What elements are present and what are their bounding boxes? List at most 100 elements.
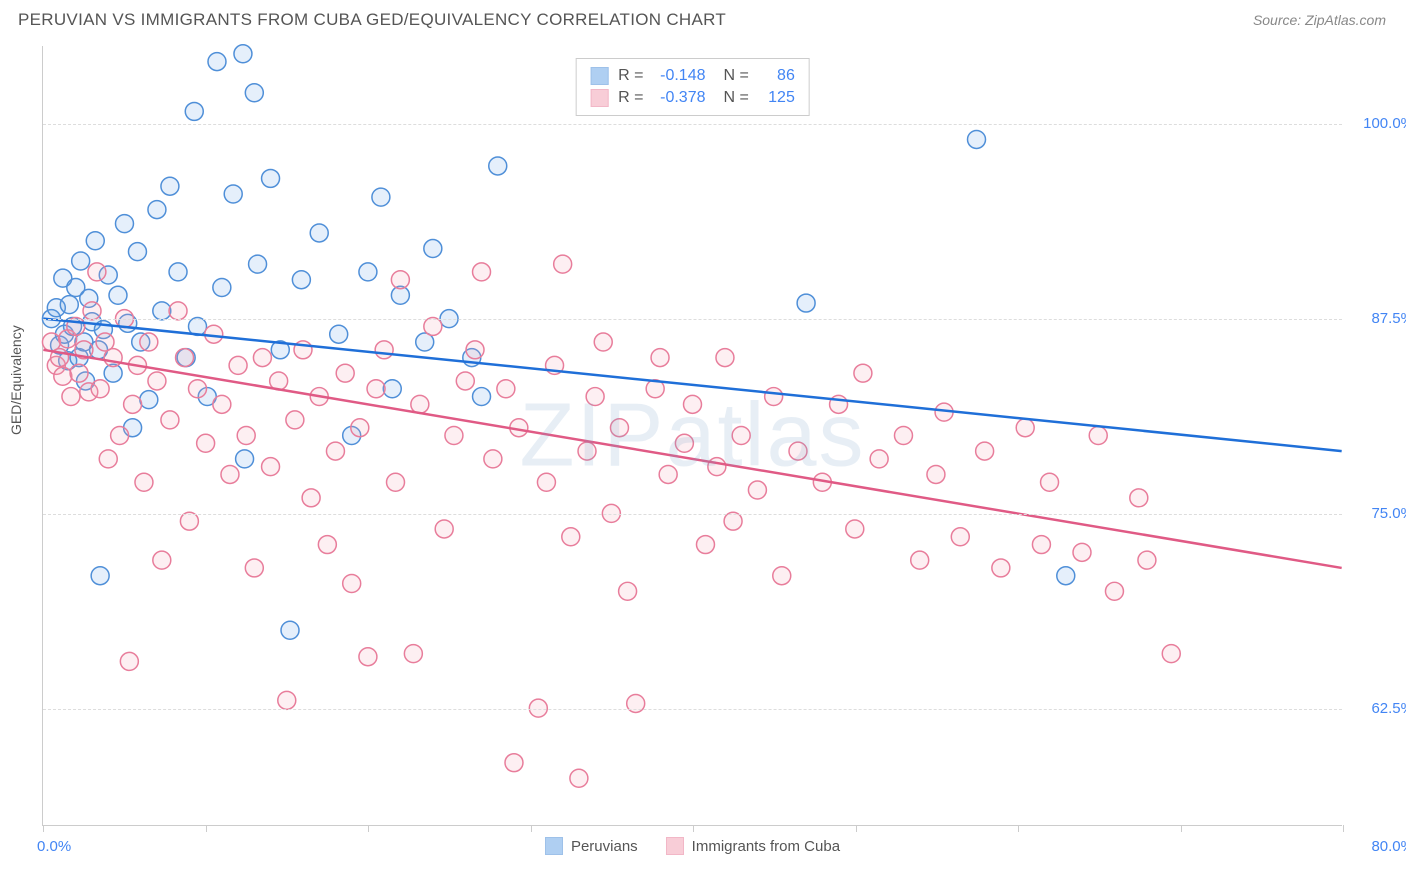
data-point <box>976 442 994 460</box>
data-point <box>189 380 207 398</box>
y-axis-label: GED/Equivalency <box>8 325 24 435</box>
data-point <box>1016 419 1034 437</box>
data-point <box>473 263 491 281</box>
data-point <box>1138 551 1156 569</box>
x-tick <box>368 825 369 832</box>
chart-title: PERUVIAN VS IMMIGRANTS FROM CUBA GED/EQU… <box>18 10 726 30</box>
data-point <box>1105 582 1123 600</box>
data-point <box>894 427 912 445</box>
data-point <box>708 458 726 476</box>
data-point <box>153 551 171 569</box>
data-point <box>111 427 129 445</box>
data-point <box>229 356 247 374</box>
data-point <box>72 252 90 270</box>
data-point <box>262 169 280 187</box>
n-label: N = <box>724 67 749 85</box>
data-point <box>927 465 945 483</box>
data-point <box>234 45 252 63</box>
data-point <box>54 367 72 385</box>
data-point <box>197 434 215 452</box>
data-point <box>1041 473 1059 491</box>
data-point <box>424 240 442 258</box>
data-point <box>619 582 637 600</box>
x-tick <box>43 825 44 832</box>
data-point <box>140 333 158 351</box>
x-axis-label: 0.0% <box>37 838 71 855</box>
data-point <box>185 102 203 120</box>
data-point <box>1032 536 1050 554</box>
data-point <box>91 380 109 398</box>
legend-label: Immigrants from Cuba <box>692 838 840 855</box>
data-point <box>124 395 142 413</box>
data-point <box>351 419 369 437</box>
data-point <box>773 567 791 585</box>
data-point <box>562 528 580 546</box>
data-point <box>278 691 296 709</box>
data-point <box>148 372 166 390</box>
data-point <box>153 302 171 320</box>
x-tick <box>1181 825 1182 832</box>
data-point <box>120 652 138 670</box>
n-value: 125 <box>759 89 795 107</box>
data-point <box>148 201 166 219</box>
data-point <box>675 434 693 452</box>
data-point <box>176 349 194 367</box>
data-point <box>1073 543 1091 561</box>
gridline <box>43 124 1342 125</box>
data-point <box>854 364 872 382</box>
data-point <box>281 621 299 639</box>
data-point <box>951 528 969 546</box>
data-point <box>505 754 523 772</box>
legend-item: Peruvians <box>545 837 638 855</box>
data-point <box>262 458 280 476</box>
data-point <box>1057 567 1075 585</box>
data-point <box>484 450 502 468</box>
data-point <box>497 380 515 398</box>
data-point <box>359 263 377 281</box>
data-point <box>651 349 669 367</box>
r-label: R = <box>618 67 643 85</box>
data-point <box>302 489 320 507</box>
data-point <box>169 263 187 281</box>
x-axis-label: 80.0% <box>1371 838 1406 855</box>
data-point <box>336 364 354 382</box>
gridline <box>43 709 1342 710</box>
data-point <box>343 575 361 593</box>
data-point <box>286 411 304 429</box>
data-point <box>161 177 179 195</box>
y-tick-label: 100.0% <box>1354 115 1406 132</box>
data-point <box>797 294 815 312</box>
r-label: R = <box>618 89 643 107</box>
data-point <box>88 263 106 281</box>
data-point <box>748 481 766 499</box>
data-point <box>968 130 986 148</box>
data-point <box>213 395 231 413</box>
data-point <box>391 271 409 289</box>
legend-swatch <box>666 837 684 855</box>
data-point <box>135 473 153 491</box>
data-point <box>696 536 714 554</box>
data-point <box>473 388 491 406</box>
chart-plot-area: ZIPatlas R = -0.148 N = 86 R = -0.378 N … <box>42 46 1342 826</box>
legend-correlation-row: R = -0.378 N = 125 <box>590 87 795 109</box>
data-point <box>330 325 348 343</box>
data-point <box>62 388 80 406</box>
data-point <box>372 188 390 206</box>
data-point <box>224 185 242 203</box>
data-point <box>435 520 453 538</box>
data-point <box>424 317 442 335</box>
data-point <box>99 450 117 468</box>
data-point <box>445 427 463 445</box>
legend-correlation-row: R = -0.148 N = 86 <box>590 65 795 87</box>
data-point <box>237 427 255 445</box>
data-point <box>83 302 101 320</box>
gridline <box>43 319 1342 320</box>
data-point <box>60 296 78 314</box>
r-value: -0.148 <box>654 67 706 85</box>
legend-correlation-box: R = -0.148 N = 86 R = -0.378 N = 125 <box>575 58 810 116</box>
data-point <box>586 388 604 406</box>
data-point <box>411 395 429 413</box>
data-point <box>489 157 507 175</box>
n-value: 86 <box>759 67 795 85</box>
x-tick <box>693 825 694 832</box>
